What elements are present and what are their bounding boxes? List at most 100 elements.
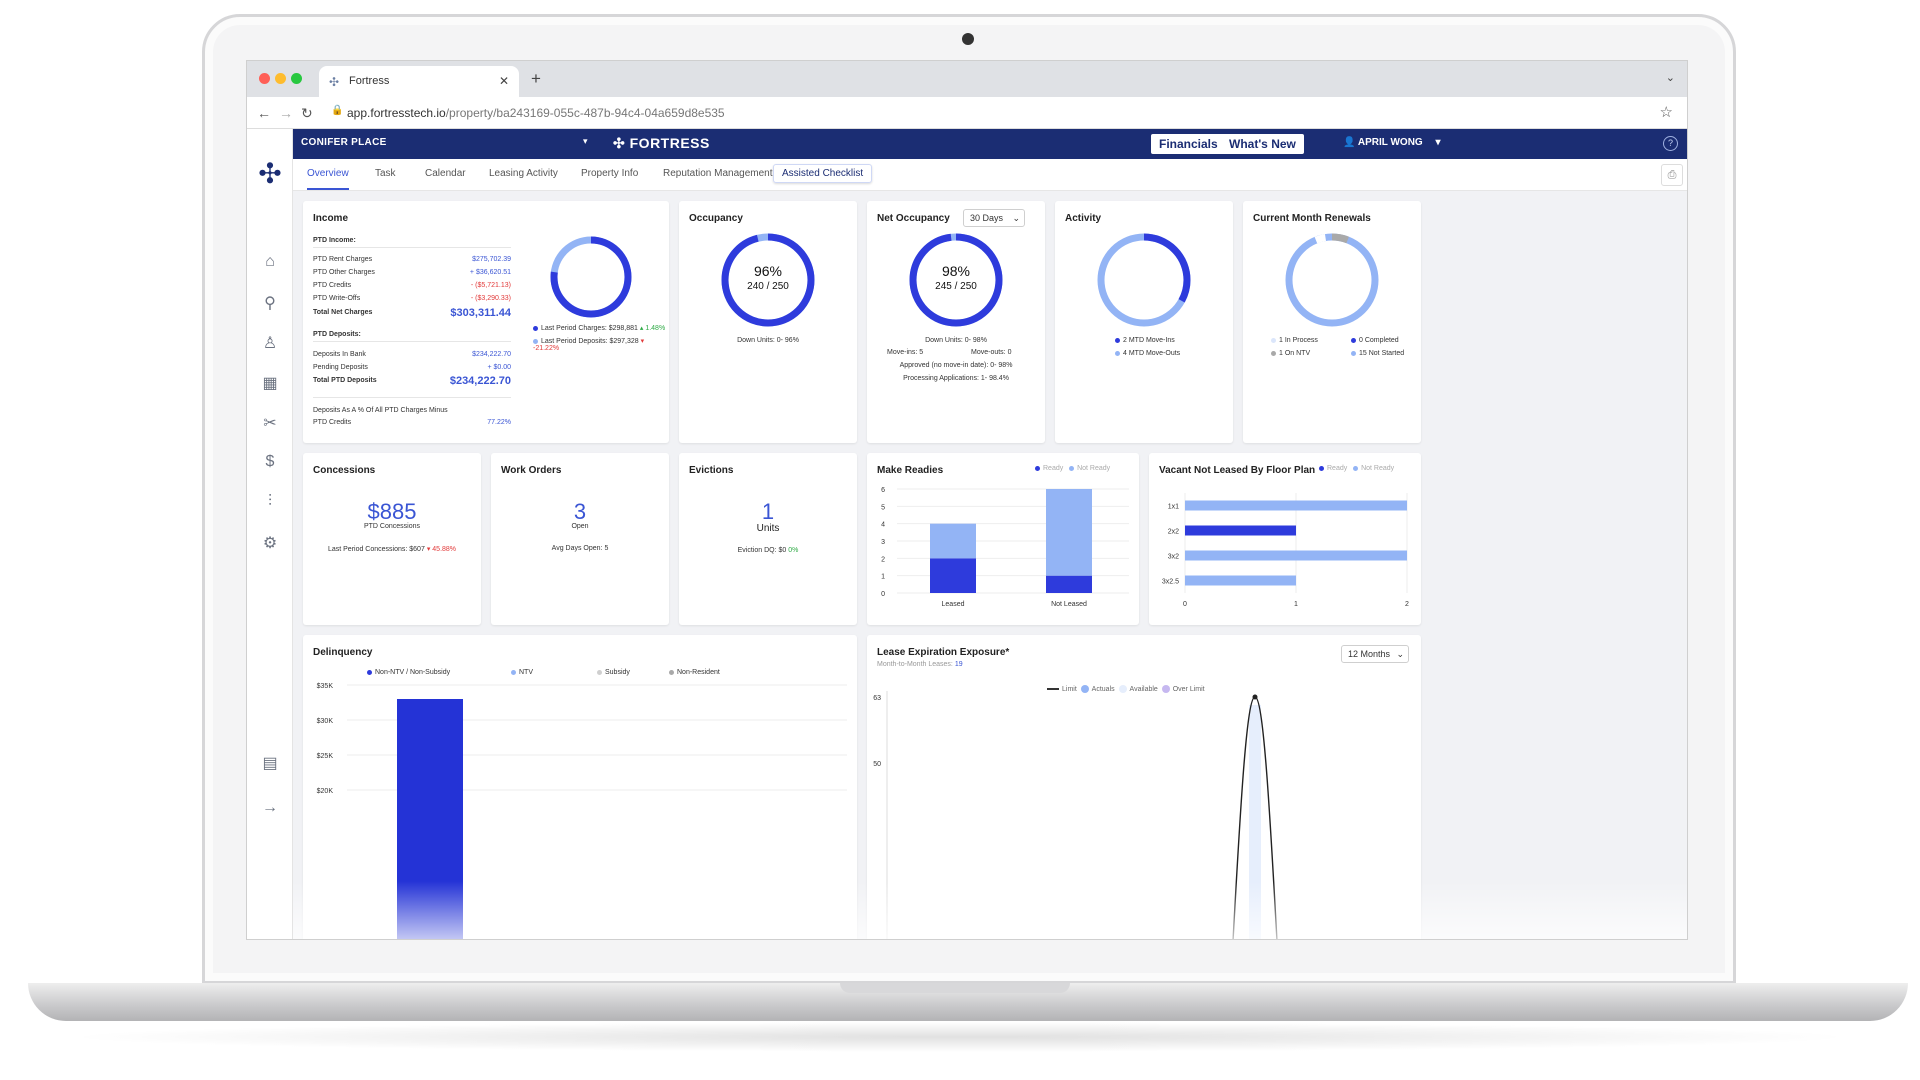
lease-exp-range-select[interactable]: 12 Months ⌄: [1341, 645, 1409, 663]
y-tick-label: 2: [881, 556, 885, 563]
income-legend-charges: Last Period Charges: $298,881 ▴ 1.48%: [533, 324, 669, 332]
tab-task[interactable]: Task: [375, 168, 396, 179]
legend-dot: [1118, 685, 1127, 693]
y-tick-label: 2x2: [1168, 529, 1179, 536]
fortress-favicon-icon: ✣: [329, 75, 340, 89]
row-value: $234,222.70: [472, 351, 511, 358]
tab-overview[interactable]: Overview: [307, 168, 349, 190]
calculator-icon[interactable]: ▤: [262, 755, 278, 772]
bookmark-star-icon[interactable]: ☆: [1659, 104, 1673, 121]
net-occupancy-pct: 98%: [941, 263, 971, 279]
net-occupancy-range-select[interactable]: 30 Days ⌄: [963, 209, 1025, 227]
legend-dot: [1035, 465, 1040, 471]
legend-dot: [1161, 685, 1170, 693]
occupancy-down: Down Units: 0- 96%: [737, 337, 799, 344]
reports-icon[interactable]: ⫶: [267, 493, 272, 510]
person-icon[interactable]: ♙: [262, 335, 278, 352]
tools-icon[interactable]: ✂: [263, 415, 277, 432]
laptop-shadow: [60, 1022, 1860, 1052]
bar-segment: [1185, 575, 1296, 586]
donut-track: [1285, 233, 1379, 327]
forward-arrow-icon[interactable]: →: [279, 105, 293, 121]
tab-property-info[interactable]: Property Info: [581, 168, 639, 179]
row-value: $234,222.70: [449, 375, 511, 387]
financials-button[interactable]: Financials: [1151, 134, 1226, 154]
help-icon[interactable]: ?: [1663, 136, 1678, 151]
whats-new-button[interactable]: What's New: [1221, 134, 1304, 154]
dollar-icon[interactable]: $: [265, 453, 275, 470]
legend-dot: [1353, 465, 1359, 471]
browser-tab[interactable]: ✣ Fortress ✕: [319, 66, 519, 97]
income-card: Income PTD Income: PTD Rent Charges $275,…: [303, 201, 669, 443]
row-value: - ($3,290.33): [470, 295, 511, 302]
row-value: - ($5,721.13): [470, 282, 511, 289]
y-tick-label: 1x1: [1168, 504, 1179, 511]
renewals-donut: [1285, 233, 1379, 327]
x-tick-label: 0: [1183, 601, 1187, 608]
screen: ✣ Fortress ✕ + ⌄ ← → ↻ 🔒 app.fortresstec…: [246, 60, 1688, 940]
net-occupancy-title: Net Occupancy: [877, 213, 950, 224]
net-occupancy-donut: [909, 233, 1003, 327]
print-icon[interactable]: ⎙: [1661, 164, 1683, 186]
user-menu[interactable]: 👤 APRIL WONG ▾: [1343, 137, 1441, 148]
legend-label: 4 MTD Move-Outs: [1123, 350, 1181, 357]
browser-tabbar: ✣ Fortress ✕ + ⌄: [247, 61, 1687, 97]
y-tick-label: 3x2: [1168, 554, 1179, 561]
make-readies-legend: Ready Not Ready: [1035, 465, 1110, 472]
close-tab-icon[interactable]: ✕: [498, 74, 509, 88]
property-dropdown-icon[interactable]: ▾: [583, 136, 588, 146]
lease-exp-title: Lease Expiration Exposure*: [877, 647, 1010, 658]
legend-dot: [1115, 350, 1120, 356]
occupancy-card: Occupancy 96% 240 / 250 Down Units: 0- 9…: [679, 201, 857, 443]
legend-label: Actuals: [1091, 685, 1115, 693]
home-icon[interactable]: ⌂: [265, 253, 275, 270]
tab-reputation-management[interactable]: Reputation Management: [663, 168, 773, 179]
leads-icon[interactable]: ⚲: [264, 295, 276, 312]
page-tabs: Overview Task Calendar Leasing Activity …: [293, 159, 1687, 191]
y-tick-label: 4: [881, 522, 885, 529]
building-icon[interactable]: ▦: [262, 375, 278, 392]
gear-icon[interactable]: ⚙: [262, 535, 278, 552]
tab-assisted-checklist[interactable]: Assisted Checklist: [773, 164, 873, 183]
y-tick-label: 3x2.5: [1162, 579, 1179, 586]
maximize-window-dot[interactable]: [291, 73, 302, 84]
ptd-deposits-label: PTD Deposits:: [313, 331, 361, 338]
row-label: Pending Deposits: [313, 364, 368, 371]
legend-ready: Ready: [1043, 465, 1064, 472]
delinquency-legend-item: Non-Resident: [669, 669, 720, 676]
legend-delta-value: -21.22%: [533, 345, 560, 352]
sidebar: ✣ ⌂ ⚲ ♙ ▦ ✂ $ ⫶ ⚙ ▤ →: [247, 129, 293, 939]
url-field[interactable]: app.fortresstech.io/property/ba243169-05…: [347, 106, 725, 120]
legend-dot: [533, 325, 538, 331]
delinquency-legend-item: NTV: [511, 669, 533, 676]
total-net-row: Total Net Charges $303,311.44: [313, 307, 511, 319]
legend-line: [1047, 688, 1059, 690]
new-tab-icon[interactable]: +: [531, 69, 541, 88]
minimize-window-dot[interactable]: [275, 73, 286, 84]
legend-not-ready: Not Ready: [1361, 465, 1395, 472]
row-label: PTD Write-Offs: [313, 295, 361, 302]
close-window-dot[interactable]: [259, 73, 270, 84]
work-orders-value: 3: [573, 499, 587, 524]
expand-arrow-icon[interactable]: →: [262, 799, 278, 816]
tab-leasing-activity[interactable]: Leasing Activity: [489, 168, 558, 179]
reload-icon[interactable]: ↻: [301, 105, 313, 121]
back-arrow-icon[interactable]: ←: [257, 105, 271, 121]
ptd-income-label: PTD Income:: [313, 237, 356, 244]
concessions-value: $885: [367, 499, 417, 524]
chevron-down-icon[interactable]: ⌄: [1665, 72, 1675, 84]
delinquency-title: Delinquency: [313, 647, 373, 658]
make-readies-chart: 0 1 2 3 4 5 6 Leased Not Leased: [881, 487, 1129, 608]
last-delta: ▾ 45.88%: [426, 546, 457, 553]
property-selector[interactable]: CONIFER PLACE: [301, 137, 387, 148]
row-label: Total Net Charges: [313, 309, 373, 316]
tab-calendar[interactable]: Calendar: [425, 168, 466, 179]
donut-arc: [909, 233, 1003, 327]
row-label: PTD Credits: [313, 419, 352, 426]
legend-delta: ▴ 1.48%: [639, 325, 666, 332]
fortress-logo-icon[interactable]: ✣: [258, 158, 282, 189]
total-deposits-row: Total PTD Deposits $234,222.70: [313, 375, 511, 387]
x-tick-label: Leased: [942, 601, 965, 608]
evictions-dq: Eviction DQ: $0 0%: [679, 547, 857, 554]
